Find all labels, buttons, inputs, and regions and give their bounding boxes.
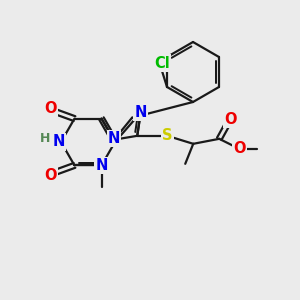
Text: O: O (224, 112, 236, 127)
Text: N: N (53, 134, 65, 149)
Text: N: N (95, 158, 108, 173)
Text: O: O (233, 141, 245, 156)
Text: N: N (108, 131, 120, 146)
Text: S: S (162, 128, 172, 143)
Text: O: O (44, 168, 57, 183)
Text: Cl: Cl (154, 56, 170, 70)
Text: O: O (44, 101, 57, 116)
Text: H: H (40, 133, 50, 146)
Text: N: N (134, 105, 147, 120)
